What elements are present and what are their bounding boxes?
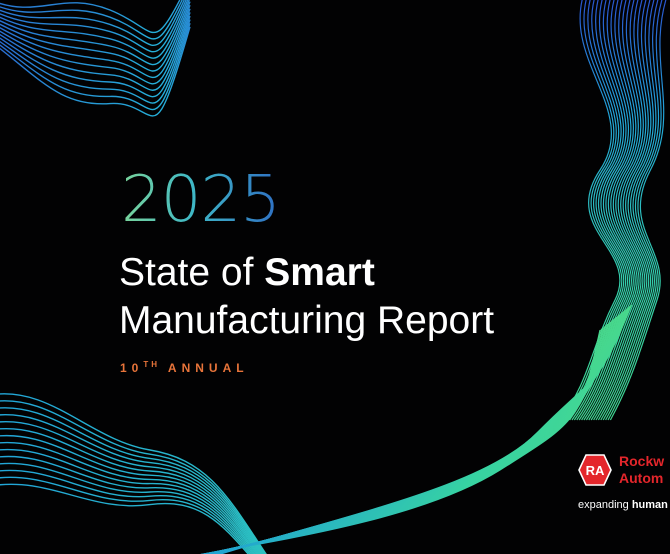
report-year: 2025 [121, 160, 281, 240]
bottom-sweep-waves [200, 304, 633, 554]
edition-suffix: TH [143, 360, 161, 369]
wave-line [583, 0, 640, 421]
top-left-waves [0, 0, 191, 117]
wave-line [212, 310, 625, 554]
wave-line [0, 0, 189, 59]
wave-line [0, 12, 191, 91]
brand-badge-icon: RA [578, 454, 612, 486]
wave-line [0, 19, 191, 104]
wave-line [585, 0, 642, 421]
wave-line [609, 0, 667, 421]
wave-line [218, 304, 633, 554]
wave-line [0, 441, 259, 554]
wave-line [0, 0, 185, 47]
wave-line [0, 469, 253, 554]
wave-line [600, 0, 654, 421]
brand-logo: RA Rockw Autom [578, 453, 670, 513]
wave-line [595, 0, 650, 421]
right-side-waves [559, 0, 667, 421]
wave-line [590, 0, 646, 421]
wave-line [0, 407, 265, 554]
wave-line [213, 309, 627, 554]
wave-line [211, 311, 624, 554]
edition-word: ANNUAL [167, 361, 249, 375]
wave-line [602, 0, 657, 421]
wave-line [0, 393, 267, 554]
wave-line [0, 0, 181, 34]
brand-name-line-2: Autom [619, 470, 664, 486]
tagline-bold: human [631, 499, 668, 511]
wave-line [588, 0, 644, 421]
brand-badge-text: RA [586, 463, 605, 478]
title-line-2: Manufacturing Report [119, 299, 495, 342]
title-bold-text: Smart [264, 251, 375, 294]
wave-line [0, 400, 266, 554]
tagline-regular: expanding [578, 499, 632, 511]
wave-line [559, 0, 621, 421]
wave-line [0, 448, 258, 554]
wave-line [0, 8, 191, 85]
wave-line [0, 1, 191, 72]
wave-line [0, 455, 256, 554]
wave-line [209, 314, 621, 554]
wave-line [210, 313, 622, 554]
wave-line [215, 308, 628, 554]
brand-tagline: expanding human [578, 499, 668, 511]
wave-line [0, 462, 255, 554]
title-line-1: State of Smart [119, 249, 494, 297]
wave-line [0, 4, 191, 79]
wave-line [0, 0, 183, 40]
wave-line [0, 476, 251, 554]
wave-line [0, 22, 191, 111]
wave-line [0, 428, 262, 554]
wave-line [0, 0, 187, 53]
wave-line [0, 434, 260, 554]
wave-line [593, 0, 648, 421]
wave-line [0, 414, 264, 554]
edition-number: 10 [120, 361, 144, 375]
wave-line [607, 0, 663, 421]
wave-line [0, 26, 191, 117]
wave-line [0, 421, 263, 554]
brand-name-line-1: Rockw [619, 453, 665, 469]
title-regular-text: State of [119, 251, 265, 294]
edition-label: 10TH ANNUAL [120, 360, 249, 375]
report-title: State of Smart Manufacturing Report [119, 249, 494, 345]
wave-line [605, 0, 660, 421]
wave-line [597, 0, 652, 421]
wave-line [0, 483, 250, 554]
wave-line [581, 0, 638, 421]
wave-line [0, 0, 190, 66]
brand-name: Rockw Autom [619, 453, 664, 487]
bottom-left-waves [0, 393, 267, 554]
wave-line [0, 15, 191, 98]
